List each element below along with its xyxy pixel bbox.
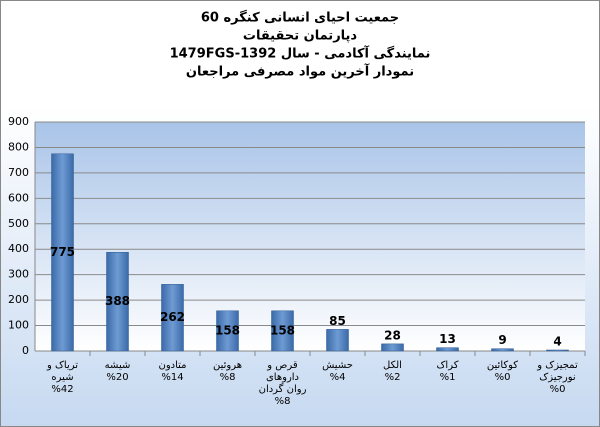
- value-label: 85: [329, 314, 346, 328]
- x-tick-label-line: متادون: [158, 360, 186, 371]
- chart-title: جمعیت احیای انسانی کنگره 60: [201, 10, 399, 26]
- x-tick-label-line: %4: [330, 372, 346, 383]
- x-tick-label-line: شیشه: [105, 360, 131, 371]
- x-tick-label: متادون %14: [158, 360, 186, 383]
- x-tick-label-line: %42: [51, 384, 73, 395]
- y-tick-label: 600: [8, 191, 29, 204]
- bar: [271, 310, 294, 352]
- x-tick-label-line: هروئین: [213, 360, 242, 371]
- value-label: 9: [498, 333, 506, 347]
- chart-title: نمایندگی آکادمی - سال 1392-1479FGS: [170, 45, 431, 62]
- x-tick-label-line: تمجیزک و: [536, 360, 578, 371]
- x-tick-label-line: داروهای: [266, 372, 299, 383]
- x-tick-label-line: الکل: [383, 360, 402, 371]
- value-label: 775: [50, 245, 75, 259]
- x-tick-label-line: قرص و: [266, 360, 298, 371]
- y-tick-label: 0: [22, 344, 29, 357]
- x-tick-label: تمجیزک و نورجیزک %0: [536, 360, 578, 395]
- x-tick-label-line: %0: [550, 384, 566, 395]
- bar: [216, 310, 239, 352]
- x-tick-label-line: %1: [440, 372, 456, 383]
- x-tick-label: تریاک و شیره %42: [46, 360, 78, 395]
- chart-title: دپارتمان تحقیقات: [243, 29, 358, 44]
- x-tick-label-line: %20: [106, 372, 128, 383]
- y-tick-label: 500: [8, 217, 29, 230]
- x-tick-label-line: %2: [385, 372, 401, 383]
- x-tick-label: هروئین %8: [213, 360, 242, 383]
- value-label: 28: [384, 328, 401, 342]
- value-label: 4: [553, 334, 561, 348]
- x-tick-label-line: کوکائین: [487, 360, 518, 371]
- value-label: 158: [270, 323, 295, 337]
- y-tick-label: 800: [8, 140, 29, 153]
- y-tick-label: 700: [8, 166, 29, 179]
- y-tick-label: 200: [8, 293, 29, 306]
- value-label: 262: [160, 310, 185, 324]
- bar: [51, 153, 74, 352]
- bar: [161, 284, 184, 352]
- y-tick-label: 100: [8, 319, 29, 332]
- bar: [436, 347, 459, 352]
- x-tick-label: الکل %2: [383, 360, 402, 383]
- x-tick-label-line: %8: [220, 372, 236, 383]
- y-tick-label: 900: [8, 115, 29, 128]
- y-tick-label: 300: [8, 268, 29, 281]
- x-tick-label-line: %8: [275, 396, 291, 407]
- x-tick-label-line: شیره: [51, 372, 73, 383]
- bar: [326, 329, 349, 352]
- x-tick-label: قرص و داروهای روان گردان %8: [259, 360, 307, 407]
- x-tick-label: شیشه %20: [105, 360, 131, 383]
- bar: [381, 343, 404, 352]
- value-label: 13: [439, 332, 456, 346]
- x-tick-label-line: تریاک و: [46, 360, 78, 371]
- x-tick-label-line: %14: [161, 372, 183, 383]
- value-label: 388: [105, 294, 130, 308]
- x-tick-label: کراک %1: [436, 360, 458, 383]
- y-tick-label: 400: [8, 242, 29, 255]
- x-tick-label-line: حشیش: [322, 360, 353, 371]
- bar: [491, 348, 514, 352]
- bar: [106, 252, 129, 352]
- x-tick-label: حشیش %4: [322, 360, 353, 383]
- x-tick-label-line: نورجیزک: [539, 372, 575, 383]
- x-tick-label-line: %0: [495, 372, 511, 383]
- bar: [546, 349, 569, 352]
- x-tick-label: کوکائین %0: [487, 360, 518, 383]
- x-tick-label-line: روان گردان: [259, 383, 307, 395]
- value-label: 158: [215, 323, 240, 337]
- x-tick-label-line: کراک: [436, 360, 458, 371]
- chart-title: نمودار آخرین مواد مصرفی مراجعان: [186, 63, 414, 80]
